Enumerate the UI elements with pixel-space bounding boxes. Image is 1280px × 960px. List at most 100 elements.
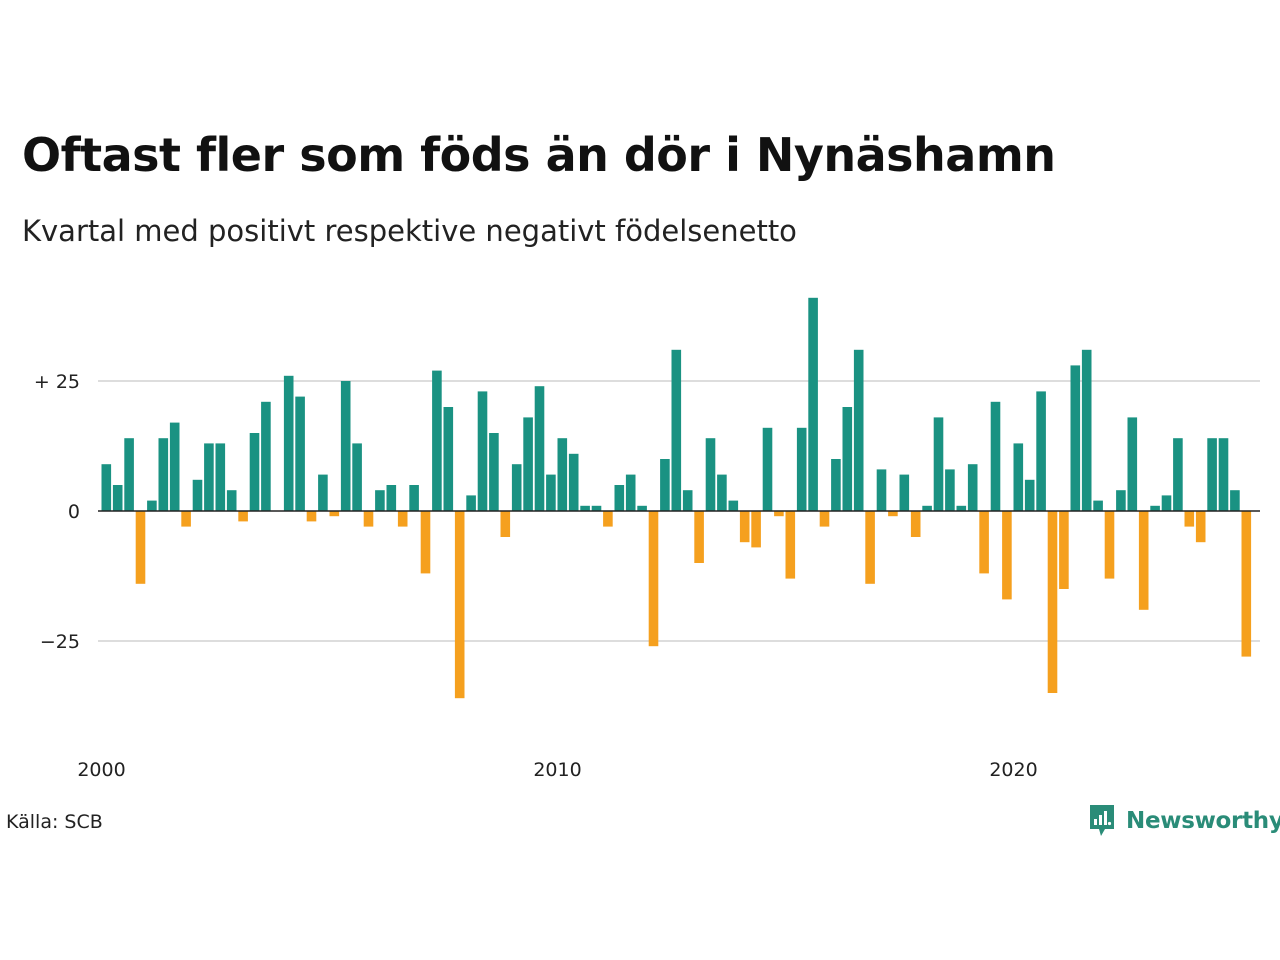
bar xyxy=(1014,443,1024,511)
bar xyxy=(455,511,465,698)
bar xyxy=(603,511,613,527)
bar xyxy=(238,511,248,521)
x-tick-label: 2010 xyxy=(533,759,581,781)
bar xyxy=(227,490,237,511)
bar xyxy=(284,376,294,511)
bar xyxy=(250,433,260,511)
bar xyxy=(170,423,180,511)
bar xyxy=(934,417,944,511)
bar xyxy=(352,443,362,511)
bar xyxy=(1162,495,1172,511)
source-note: Källa: SCB xyxy=(6,811,103,833)
newsworthy-logo[interactable]: Newsworthy xyxy=(1088,803,1280,839)
bar xyxy=(444,407,454,511)
bar xyxy=(216,443,226,511)
bar xyxy=(843,407,853,511)
bar xyxy=(512,464,522,511)
bar xyxy=(432,371,442,511)
x-tick-label: 2020 xyxy=(989,759,1037,781)
bar xyxy=(1207,438,1217,511)
bar xyxy=(307,511,317,521)
bar xyxy=(387,485,397,511)
bar xyxy=(1196,511,1206,542)
bar xyxy=(466,495,476,511)
bar xyxy=(694,511,704,563)
bar xyxy=(489,433,499,511)
bar xyxy=(797,428,807,511)
bar xyxy=(501,511,511,537)
bar xyxy=(1105,511,1115,579)
bar xyxy=(786,511,796,579)
bar xyxy=(535,386,545,511)
bar xyxy=(888,511,898,516)
bar xyxy=(615,485,625,511)
bar xyxy=(592,506,602,511)
bar xyxy=(318,475,328,511)
bar xyxy=(102,464,112,511)
bar xyxy=(1048,511,1058,693)
bar xyxy=(717,475,727,511)
bar xyxy=(193,480,203,511)
bar xyxy=(991,402,1001,511)
bar xyxy=(1025,480,1035,511)
bar xyxy=(330,511,340,516)
bar xyxy=(1059,511,1069,589)
bar xyxy=(409,485,419,511)
bar xyxy=(922,506,932,511)
bar xyxy=(831,459,841,511)
bar xyxy=(740,511,750,542)
bar xyxy=(113,485,123,511)
bar xyxy=(569,454,579,511)
bar xyxy=(295,397,305,511)
bar xyxy=(751,511,761,547)
bar xyxy=(900,475,910,511)
bar xyxy=(763,428,773,511)
bar xyxy=(421,511,431,573)
bar xyxy=(580,506,590,511)
bar xyxy=(375,490,385,511)
bar xyxy=(1242,511,1252,657)
bar xyxy=(1093,501,1103,511)
chart-page: Oftast fler som föds än dör i Nynäshamn … xyxy=(0,0,1280,960)
bar xyxy=(672,350,682,511)
bar xyxy=(181,511,191,527)
bar xyxy=(968,464,978,511)
bar xyxy=(1036,391,1046,511)
bar xyxy=(1173,438,1183,511)
bar xyxy=(558,438,568,511)
bar xyxy=(774,511,784,516)
bar xyxy=(341,381,351,511)
brand-name: Newsworthy xyxy=(1126,808,1280,834)
bar xyxy=(1150,506,1160,511)
bar xyxy=(546,475,556,511)
y-tick-label: −25 xyxy=(40,631,80,653)
bar xyxy=(649,511,659,646)
y-tick-label: + 25 xyxy=(34,371,80,393)
bar xyxy=(865,511,875,584)
bar xyxy=(1230,490,1240,511)
bar xyxy=(660,459,670,511)
bar xyxy=(478,391,488,511)
newsworthy-logo-icon xyxy=(1088,803,1116,839)
bar xyxy=(1002,511,1012,599)
bar xyxy=(124,438,134,511)
bar xyxy=(398,511,408,527)
bar xyxy=(626,475,636,511)
bar xyxy=(854,350,864,511)
bar xyxy=(1185,511,1195,527)
bar xyxy=(911,511,921,537)
bar xyxy=(1219,438,1229,511)
bar xyxy=(147,501,157,511)
bar xyxy=(957,506,967,511)
bar xyxy=(706,438,716,511)
bar xyxy=(204,443,214,511)
bar xyxy=(136,511,146,584)
bar-layer xyxy=(102,298,1252,698)
bar xyxy=(945,469,955,511)
x-tick-label: 2000 xyxy=(77,759,125,781)
bar xyxy=(1071,365,1081,511)
bar xyxy=(729,501,739,511)
bar xyxy=(808,298,818,511)
bar xyxy=(523,417,533,511)
bar xyxy=(877,469,887,511)
